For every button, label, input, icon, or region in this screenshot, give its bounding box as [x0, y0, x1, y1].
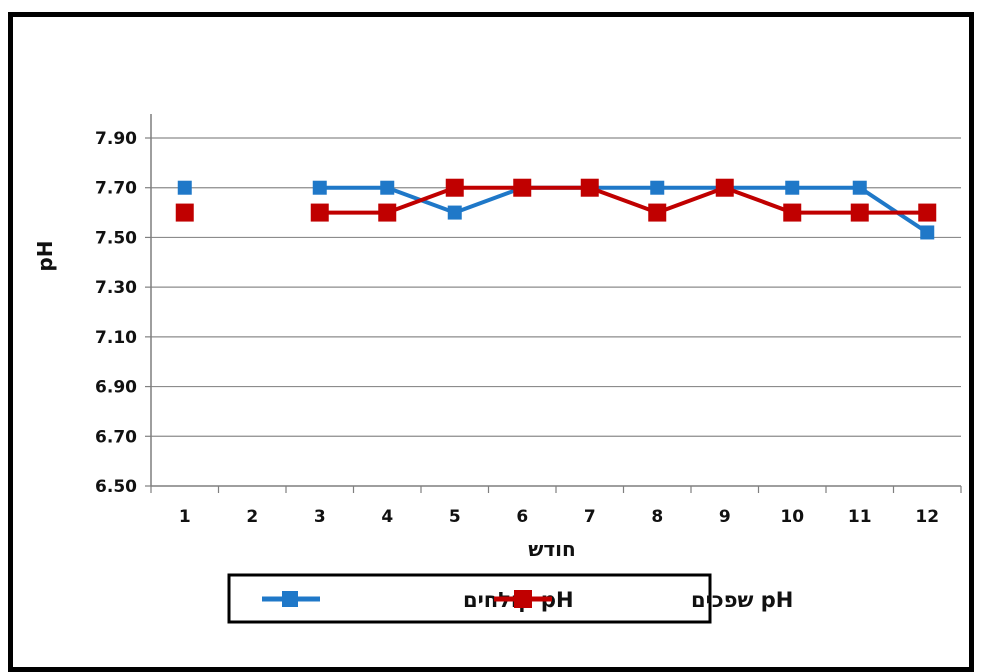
data-point: [650, 180, 665, 195]
data-point: [783, 203, 802, 222]
data-point: [920, 225, 935, 240]
series-line: [319, 185, 929, 235]
data-point: [177, 180, 192, 195]
legend-marker-sewage: [514, 590, 532, 608]
y-tick-label: 7.90: [95, 129, 137, 149]
x-tick-label: 4: [381, 507, 393, 527]
data-point: [447, 205, 462, 220]
data-point: [715, 178, 734, 197]
x-tick-label: 7: [584, 507, 596, 527]
data-point: [312, 180, 327, 195]
data-point: [513, 178, 532, 197]
x-tick-label: 11: [848, 507, 872, 527]
x-axis-title: חודש: [528, 537, 576, 561]
data-point: [445, 178, 464, 197]
chart-frame: [8, 12, 974, 672]
x-tick-label: 9: [719, 507, 731, 527]
gridlines: [145, 137, 961, 487]
y-tick-label: 7.10: [95, 328, 137, 348]
axes: [150, 114, 962, 493]
y-tick-label: 7.50: [95, 228, 137, 248]
x-tick-label: 3: [314, 507, 326, 527]
y-tick-label: 6.70: [95, 427, 137, 447]
data-point: [852, 180, 867, 195]
data-point: [378, 203, 397, 222]
data-point: [785, 180, 800, 195]
data-point: [175, 203, 194, 222]
x-tick-label: 8: [651, 507, 663, 527]
legend-item-sewage: pH שפכים: [494, 588, 793, 612]
series-group: [175, 178, 937, 240]
data-point: [648, 203, 667, 222]
y-tick-label: 6.90: [95, 378, 137, 398]
data-point: [310, 203, 329, 222]
legend: pH קולחים pH שפכים: [227, 573, 793, 624]
x-tick-labels: 1 2 3 4 5 6 7 8 9 10 11 12: [179, 507, 939, 527]
data-point: [580, 178, 599, 197]
x-tick-label: 6: [516, 507, 528, 527]
x-tick-label: 12: [915, 507, 939, 527]
y-tick-label: 7.30: [95, 278, 137, 298]
series-line: [319, 185, 928, 215]
y-tick-label: 7.70: [95, 179, 137, 199]
series-2: [175, 178, 937, 222]
legend-label-sewage: pH שפכים: [691, 588, 793, 612]
x-tick-label: 2: [246, 507, 258, 527]
y-tick-labels: 6.50 6.70 6.90 7.10 7.30 7.50 7.70 7.90: [95, 129, 137, 497]
y-axis-title: pH: [33, 240, 57, 271]
legend-marker-effluent: [282, 591, 298, 607]
data-point: [918, 203, 937, 222]
data-point: [380, 180, 395, 195]
x-tick-label: 1: [179, 507, 191, 527]
data-point: [850, 203, 869, 222]
y-tick-label: 6.50: [95, 477, 137, 497]
x-tick-label: 5: [449, 507, 461, 527]
x-tick-label: 10: [780, 507, 804, 527]
